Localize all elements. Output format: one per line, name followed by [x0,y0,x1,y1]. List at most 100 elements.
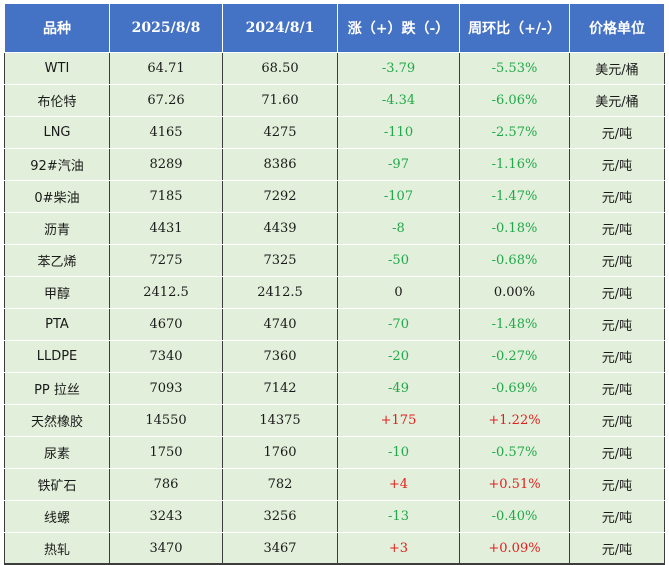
current-price: 7340 [109,340,223,373]
price-change: +3 [337,532,460,565]
weekly-change-pct: -0.57% [459,436,570,469]
price-unit: 元/吨 [569,372,665,405]
current-price: 3243 [109,500,223,533]
weekly-change-pct: -2.57% [459,116,570,149]
previous-price: 14375 [222,404,338,437]
current-price: 2412.5 [109,276,223,309]
previous-price: 4740 [222,308,338,341]
current-price: 4431 [109,212,223,245]
header-weekly-change-pct: 周环比（+/-） [459,3,570,53]
table-body: WTI 64.71 68.50 -3.79 -5.53% 美元/桶 布伦特 67.26 71.6… [4,52,665,565]
previous-price: 3467 [222,532,338,565]
table-row: 92#汽油 8289 8386 -97 -1.16% 元/吨 [4,148,665,181]
commodity-name: PTA [4,308,110,341]
previous-price: 3256 [222,500,338,533]
price-change: -70 [337,308,460,341]
commodity-name: 尿素 [4,436,110,469]
weekly-change-pct: -5.53% [459,52,570,85]
current-price: 67.26 [109,84,223,117]
price-table-container: 品种 2025/8/8 2024/8/1 涨（+）跌（-） 周环比（+/-） 价… [4,3,665,565]
price-unit: 元/吨 [569,340,665,373]
commodity-name: 92#汽油 [4,148,110,181]
table-row: PP 拉丝 7093 7142 -49 -0.69% 元/吨 [4,372,665,405]
previous-price: 7325 [222,244,338,277]
commodity-name: 甲醇 [4,276,110,309]
previous-price: 68.50 [222,52,338,85]
price-unit: 美元/桶 [569,52,665,85]
table-row: 0#柴油 7185 7292 -107 -1.47% 元/吨 [4,180,665,213]
commodity-name: WTI [4,52,110,85]
previous-price: 1760 [222,436,338,469]
header-current-date: 2025/8/8 [109,3,223,53]
previous-price: 4275 [222,116,338,149]
table-row: WTI 64.71 68.50 -3.79 -5.53% 美元/桶 [4,52,665,85]
current-price: 1750 [109,436,223,469]
header-price-unit: 价格单位 [569,3,665,53]
price-unit: 元/吨 [569,276,665,309]
commodity-price-table: 品种 2025/8/8 2024/8/1 涨（+）跌（-） 周环比（+/-） 价… [4,3,665,565]
weekly-change-pct: 0.00% [459,276,570,309]
price-unit: 元/吨 [569,308,665,341]
current-price: 7275 [109,244,223,277]
commodity-name: 0#柴油 [4,180,110,213]
price-change: -4.34 [337,84,460,117]
commodity-name: 热轧 [4,532,110,565]
weekly-change-pct: -1.47% [459,180,570,213]
table-row: LNG 4165 4275 -110 -2.57% 元/吨 [4,116,665,149]
table-row: PTA 4670 4740 -70 -1.48% 元/吨 [4,308,665,341]
current-price: 786 [109,468,223,501]
commodity-name: LLDPE [4,340,110,373]
weekly-change-pct: -1.16% [459,148,570,181]
commodity-name: 铁矿石 [4,468,110,501]
table-row: 甲醇 2412.5 2412.5 0 0.00% 元/吨 [4,276,665,309]
weekly-change-pct: -0.68% [459,244,570,277]
previous-price: 8386 [222,148,338,181]
weekly-change-pct: -0.27% [459,340,570,373]
table-row: 天然橡胶 14550 14375 +175 +1.22% 元/吨 [4,404,665,437]
price-unit: 元/吨 [569,468,665,501]
weekly-change-pct: -1.48% [459,308,570,341]
current-price: 14550 [109,404,223,437]
table-row: 布伦特 67.26 71.60 -4.34 -6.06% 美元/桶 [4,84,665,117]
previous-price: 7292 [222,180,338,213]
current-price: 3470 [109,532,223,565]
price-unit: 元/吨 [569,116,665,149]
price-change: -50 [337,244,460,277]
commodity-name: PP 拉丝 [4,372,110,405]
weekly-change-pct: +1.22% [459,404,570,437]
current-price: 7093 [109,372,223,405]
current-price: 64.71 [109,52,223,85]
table-row: 线螺 3243 3256 -13 -0.40% 元/吨 [4,500,665,533]
price-unit: 元/吨 [569,180,665,213]
current-price: 8289 [109,148,223,181]
table-header-row: 品种 2025/8/8 2024/8/1 涨（+）跌（-） 周环比（+/-） 价… [4,3,665,53]
weekly-change-pct: +0.51% [459,468,570,501]
price-change: -13 [337,500,460,533]
previous-price: 2412.5 [222,276,338,309]
commodity-name: 线螺 [4,500,110,533]
price-unit: 元/吨 [569,500,665,533]
header-previous-date: 2024/8/1 [222,3,338,53]
current-price: 7185 [109,180,223,213]
table-row: 热轧 3470 3467 +3 +0.09% 元/吨 [4,532,665,565]
price-change: +4 [337,468,460,501]
commodity-name: LNG [4,116,110,149]
price-change: +175 [337,404,460,437]
table-row: 苯乙烯 7275 7325 -50 -0.68% 元/吨 [4,244,665,277]
current-price: 4165 [109,116,223,149]
price-change: -97 [337,148,460,181]
table-row: 沥青 4431 4439 -8 -0.18% 元/吨 [4,212,665,245]
weekly-change-pct: -0.69% [459,372,570,405]
commodity-name: 沥青 [4,212,110,245]
price-change: -20 [337,340,460,373]
price-change: 0 [337,276,460,309]
price-change: -49 [337,372,460,405]
table-row: LLDPE 7340 7360 -20 -0.27% 元/吨 [4,340,665,373]
weekly-change-pct: +0.09% [459,532,570,565]
price-change: -110 [337,116,460,149]
weekly-change-pct: -0.18% [459,212,570,245]
weekly-change-pct: -0.40% [459,500,570,533]
header-change: 涨（+）跌（-） [337,3,460,53]
price-change: -10 [337,436,460,469]
price-unit: 元/吨 [569,404,665,437]
